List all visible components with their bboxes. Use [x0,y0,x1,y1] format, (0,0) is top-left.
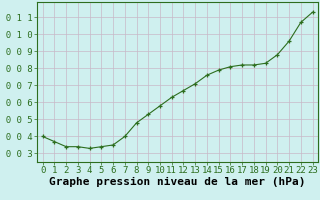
X-axis label: Graphe pression niveau de la mer (hPa): Graphe pression niveau de la mer (hPa) [49,177,306,187]
